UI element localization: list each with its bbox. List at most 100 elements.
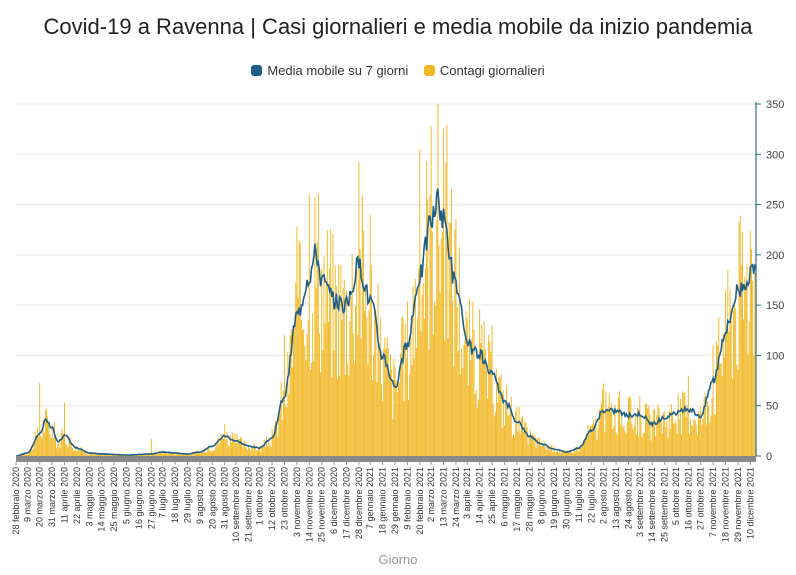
daily-cases-bar bbox=[639, 396, 641, 456]
daily-cases-bar bbox=[559, 450, 561, 456]
daily-cases-bar bbox=[192, 454, 194, 456]
daily-cases-bar bbox=[655, 436, 657, 456]
daily-cases-bar bbox=[379, 318, 381, 456]
daily-cases-bar bbox=[355, 306, 357, 456]
daily-cases-bar bbox=[578, 451, 580, 456]
daily-cases-bar bbox=[562, 450, 564, 456]
daily-cases-bar bbox=[263, 439, 265, 456]
daily-cases-bar bbox=[600, 402, 602, 456]
daily-cases-bar bbox=[535, 447, 537, 456]
x-baseline bbox=[16, 456, 756, 462]
daily-cases-bar bbox=[744, 276, 746, 456]
daily-cases-bar bbox=[738, 221, 740, 456]
daily-cases-bar bbox=[162, 453, 164, 456]
daily-cases-bar bbox=[224, 423, 226, 456]
daily-cases-bar bbox=[270, 447, 272, 456]
daily-cases-bar bbox=[321, 268, 323, 456]
daily-cases-bar bbox=[541, 446, 543, 456]
x-tick-label: 31 agosto 2020 bbox=[220, 467, 230, 529]
daily-cases-bar bbox=[307, 320, 309, 456]
daily-cases-bar bbox=[681, 434, 683, 456]
daily-cases-bar bbox=[229, 435, 231, 456]
daily-cases-bar bbox=[403, 401, 405, 456]
daily-cases-bar bbox=[291, 367, 293, 456]
daily-cases-bar bbox=[208, 447, 210, 456]
daily-cases-bar bbox=[686, 404, 688, 456]
daily-cases-bar bbox=[242, 447, 244, 456]
daily-cases-bar bbox=[470, 360, 472, 456]
daily-cases-bar bbox=[542, 444, 544, 456]
daily-cases-bar bbox=[415, 347, 417, 456]
daily-cases-bar bbox=[311, 363, 313, 456]
daily-cases-bar bbox=[74, 450, 76, 456]
daily-cases-bar bbox=[740, 265, 742, 456]
daily-cases-bar bbox=[550, 445, 552, 456]
daily-cases-bar bbox=[394, 367, 396, 456]
legend-item-daily-cases[interactable]: Contagi giornalieri bbox=[423, 63, 545, 78]
daily-cases-bar bbox=[555, 452, 557, 456]
daily-cases-bar bbox=[120, 455, 122, 456]
daily-cases-bar bbox=[304, 345, 306, 456]
legend-item-moving-average[interactable]: Media mobile su 7 giorni bbox=[251, 63, 408, 78]
x-tick-label: 11 aprile 2020 bbox=[60, 467, 70, 523]
daily-cases-bar bbox=[350, 296, 352, 456]
daily-cases-bar bbox=[524, 420, 526, 456]
daily-cases-bar bbox=[596, 439, 598, 456]
daily-cases-bar bbox=[723, 357, 725, 456]
daily-cases-bar bbox=[375, 309, 377, 456]
x-tick-label: 24 marzo 2021 bbox=[451, 467, 461, 527]
daily-cases-bar bbox=[414, 278, 416, 456]
daily-cases-bar bbox=[626, 421, 628, 456]
daily-cases-bar bbox=[561, 450, 563, 456]
daily-cases-bar bbox=[684, 392, 686, 456]
daily-cases-bar bbox=[418, 268, 420, 456]
daily-cases-bar bbox=[409, 374, 411, 456]
x-tick-label: 20 marzo 2020 bbox=[35, 467, 45, 527]
daily-cases-bar bbox=[719, 363, 721, 456]
daily-cases-bar bbox=[241, 438, 243, 456]
daily-cases-bar bbox=[429, 195, 431, 456]
daily-cases-bar bbox=[707, 401, 708, 456]
daily-cases-bar bbox=[51, 424, 53, 456]
daily-cases-bar bbox=[466, 318, 468, 456]
daily-cases-bar bbox=[388, 373, 390, 456]
daily-cases-bar bbox=[82, 450, 84, 456]
daily-cases-bar bbox=[377, 283, 379, 456]
daily-cases-bar bbox=[475, 390, 477, 456]
daily-cases-bar bbox=[518, 406, 520, 456]
daily-cases-bar bbox=[267, 446, 269, 456]
daily-cases-bar bbox=[214, 450, 216, 456]
daily-cases-bar bbox=[567, 450, 569, 456]
daily-cases-bar bbox=[664, 411, 666, 456]
daily-cases-bar bbox=[492, 403, 494, 456]
daily-cases-bar bbox=[366, 317, 368, 456]
daily-cases-bar bbox=[153, 454, 155, 456]
daily-cases-bar bbox=[523, 431, 525, 456]
x-tick-label: 14 settembre 2021 bbox=[647, 467, 657, 542]
legend-swatch-moving-average bbox=[251, 65, 263, 76]
daily-cases-bar bbox=[405, 358, 407, 456]
daily-cases-bar bbox=[276, 420, 278, 456]
daily-cases-bar bbox=[84, 450, 86, 456]
daily-cases-bar bbox=[472, 301, 474, 456]
daily-cases-bar bbox=[54, 436, 56, 456]
daily-cases-bar bbox=[727, 270, 729, 456]
daily-cases-bar bbox=[581, 445, 583, 456]
daily-cases-bar bbox=[642, 433, 644, 456]
daily-cases-bar bbox=[346, 290, 348, 456]
daily-cases-bar bbox=[179, 453, 181, 456]
daily-cases-bar bbox=[330, 228, 332, 456]
daily-cases-bar bbox=[467, 385, 469, 456]
daily-cases-bar bbox=[164, 452, 166, 456]
daily-cases-bar bbox=[734, 304, 736, 456]
daily-cases-bar bbox=[340, 265, 342, 456]
daily-cases-bar bbox=[216, 444, 218, 456]
daily-cases-bar bbox=[464, 339, 466, 456]
daily-cases-bar bbox=[194, 451, 196, 456]
daily-cases-bar bbox=[746, 264, 748, 456]
daily-cases-bar bbox=[94, 454, 96, 456]
daily-cases-bar bbox=[537, 437, 539, 456]
x-tick-label: 3 aprile 2021 bbox=[462, 467, 472, 519]
daily-cases-bar bbox=[211, 450, 213, 456]
daily-cases-bar bbox=[302, 330, 304, 456]
